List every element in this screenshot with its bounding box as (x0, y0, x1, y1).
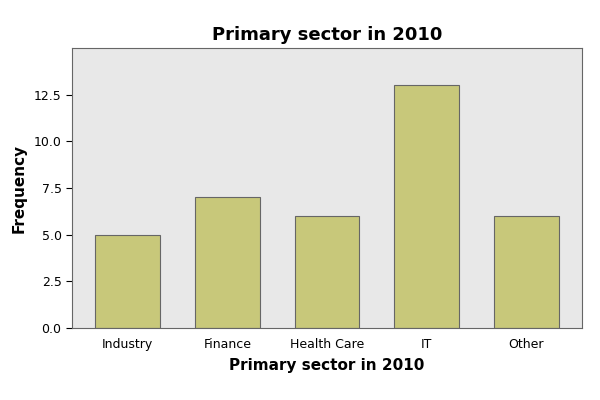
X-axis label: Primary sector in 2010: Primary sector in 2010 (229, 358, 425, 373)
Bar (494, 216, 559, 328)
Bar (394, 85, 459, 328)
Y-axis label: Frequency: Frequency (12, 144, 27, 232)
Title: Primary sector in 2010: Primary sector in 2010 (212, 26, 442, 44)
Bar (95, 235, 160, 328)
Bar (195, 197, 260, 328)
Bar (295, 216, 359, 328)
